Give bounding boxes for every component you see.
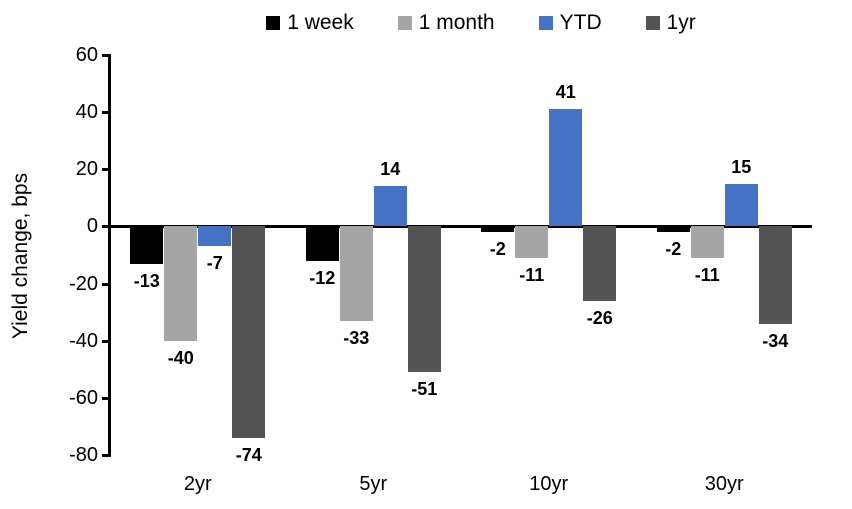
data-label-1yr-30yr: -34: [762, 330, 789, 351]
legend-label: 1 month: [418, 11, 495, 34]
bar-1-week-30yr: [656, 226, 690, 233]
zero-line: [108, 224, 812, 228]
bar-ytd-30yr: [724, 183, 758, 227]
bar-1-month-30yr: [690, 226, 724, 258]
data-label-1yr-2yr: -74: [235, 444, 262, 465]
data-label-ytd-10yr: 41: [555, 82, 576, 103]
data-label-ytd-2yr: -7: [206, 253, 223, 274]
x-category-label: 2yr: [183, 473, 212, 495]
data-label-ytd-5yr: 14: [380, 159, 401, 180]
y-tick-mark: [102, 454, 111, 457]
data-label-1yr-5yr: -51: [411, 379, 438, 400]
data-label-1-week-10yr: -2: [489, 239, 506, 260]
bar-1-week-5yr: [305, 226, 339, 261]
y-axis-line: [108, 55, 111, 455]
bar-1yr-10yr: [583, 226, 617, 301]
y-tick-label: -80: [69, 444, 98, 466]
legend-label: 1 week: [287, 11, 354, 34]
bar-1-month-10yr: [515, 226, 549, 258]
y-tick-mark: [102, 282, 111, 286]
y-tick-label: -40: [69, 329, 98, 352]
bar-ytd-5yr: [373, 186, 407, 227]
x-category-label: 30yr: [704, 473, 744, 495]
y-tick-label: 60: [75, 44, 98, 66]
bar-1-month-5yr: [339, 226, 373, 321]
y-tick-mark: [102, 396, 111, 400]
bar-1-month-2yr: [164, 226, 198, 341]
bar-1-week-10yr: [481, 226, 515, 233]
legend-swatch-icon: [538, 16, 553, 30]
bar-ytd-2yr: [198, 226, 232, 247]
bar-1yr-30yr: [758, 226, 792, 324]
data-label-1-month-5yr: -33: [343, 327, 370, 348]
bar-1-week-2yr: [130, 226, 164, 264]
data-label-ytd-30yr: 15: [731, 156, 752, 177]
x-category-label: 5yr: [359, 473, 388, 495]
y-tick-label: -60: [69, 386, 98, 409]
y-tick-mark: [102, 111, 111, 115]
data-label-1-month-10yr: -11: [519, 264, 545, 285]
y-tick-label: -20: [69, 272, 98, 295]
y-tick-mark: [102, 54, 111, 57]
legend-label: 1yr: [666, 11, 696, 34]
x-category-label: 10yr: [529, 473, 569, 495]
legend-swatch-icon: [645, 16, 660, 30]
y-tick-mark: [102, 168, 111, 172]
y-tick-label: 40: [75, 101, 98, 124]
y-tick-mark: [102, 339, 111, 343]
bar-ytd-10yr: [549, 109, 583, 227]
data-label-1-week-30yr: -2: [665, 239, 682, 260]
legend-item-1yr: 1yr: [645, 10, 696, 36]
legend-item-1-week: 1 week: [266, 10, 354, 36]
y-tick-mark: [102, 225, 111, 229]
legend-swatch-icon: [397, 16, 412, 30]
y-tick-label: 0: [86, 215, 98, 238]
legend-label: YTD: [559, 11, 602, 34]
data-label-1-month-30yr: -11: [694, 264, 720, 285]
bar-1yr-5yr: [407, 226, 441, 373]
y-tick-label: 20: [75, 158, 98, 181]
y-axis-title: Yield change, bps: [9, 172, 32, 340]
bar-1yr-2yr: [232, 226, 266, 438]
data-label-1-week-5yr: -12: [309, 267, 336, 288]
data-label-1-month-2yr: -40: [167, 347, 194, 368]
data-label-1yr-10yr: -26: [586, 307, 613, 328]
legend-item-1-month: 1 month: [397, 10, 495, 36]
chart-legend: 1 week 1 month YTD 1yr: [110, 10, 852, 36]
data-label-1-week-2yr: -13: [133, 270, 160, 291]
legend-item-ytd: YTD: [538, 10, 602, 36]
legend-swatch-icon: [266, 16, 281, 30]
